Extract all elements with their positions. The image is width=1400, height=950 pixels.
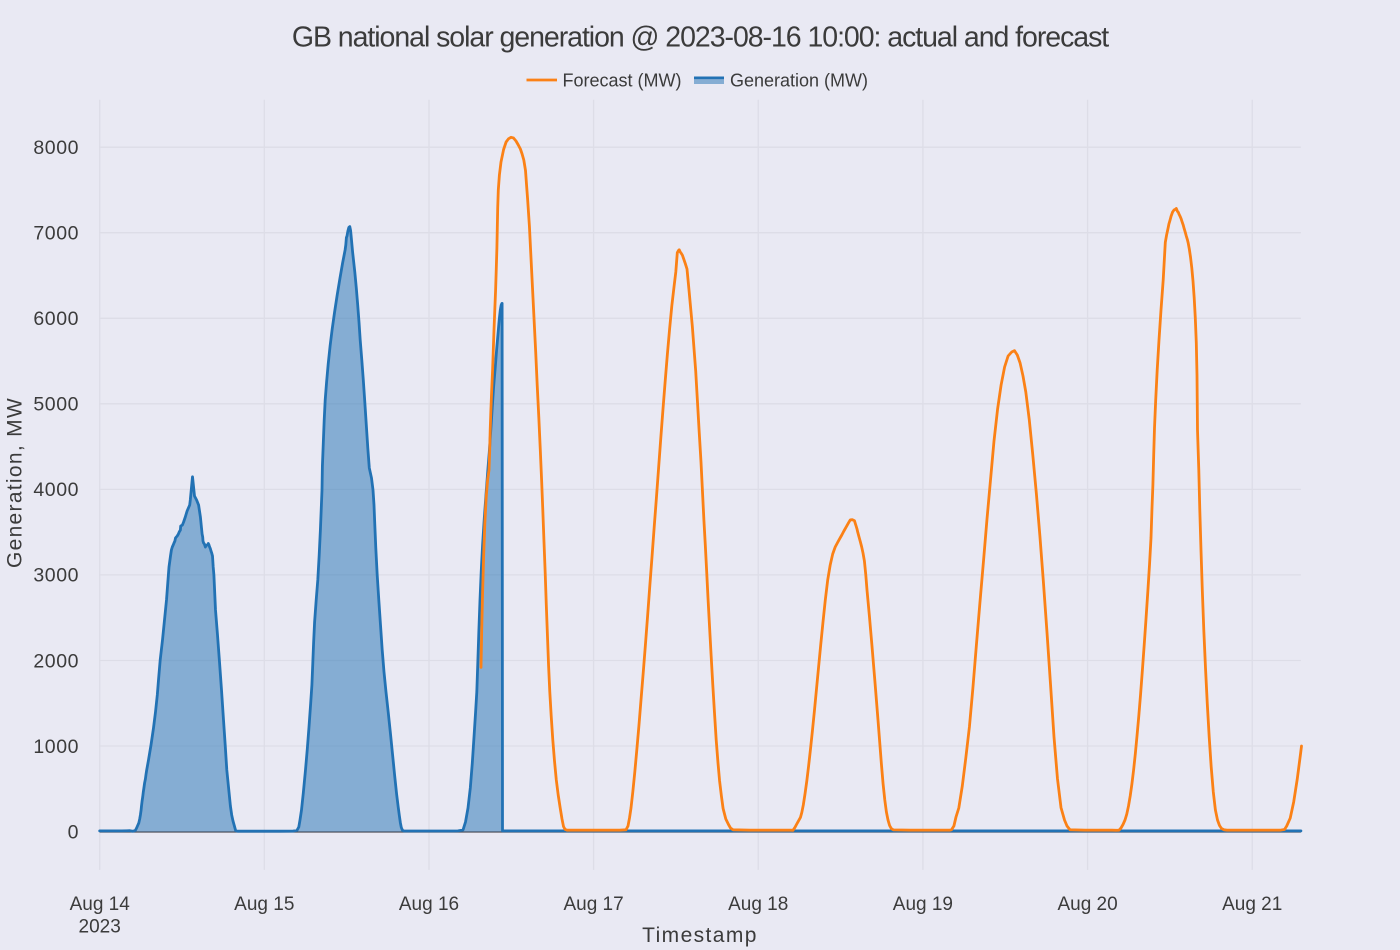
svg-text:GB national solar generation @: GB national solar generation @ 2023-08-1… (292, 22, 1109, 54)
svg-text:5000: 5000 (33, 394, 79, 416)
svg-text:8000: 8000 (33, 137, 79, 159)
svg-text:1000: 1000 (33, 736, 79, 758)
svg-text:7000: 7000 (33, 223, 79, 245)
svg-text:Aug 19: Aug 19 (893, 894, 953, 915)
svg-text:Timestamp: Timestamp (642, 924, 758, 947)
svg-text:6000: 6000 (33, 308, 79, 330)
svg-text:0: 0 (68, 821, 79, 843)
svg-text:Forecast (MW): Forecast (MW) (563, 71, 682, 91)
svg-text:Aug 15: Aug 15 (234, 894, 294, 915)
svg-text:Generation (MW): Generation (MW) (730, 71, 868, 91)
svg-text:Aug 16: Aug 16 (399, 894, 459, 915)
svg-text:Generation, MW: Generation, MW (4, 397, 27, 568)
svg-text:4000: 4000 (33, 479, 79, 501)
svg-text:2000: 2000 (33, 650, 79, 672)
svg-text:Aug 21: Aug 21 (1222, 894, 1282, 915)
svg-text:3000: 3000 (33, 565, 79, 587)
svg-text:Aug 18: Aug 18 (728, 894, 788, 915)
svg-text:Aug 14: Aug 14 (70, 894, 131, 915)
svg-text:Aug 20: Aug 20 (1057, 894, 1117, 915)
svg-text:Aug 17: Aug 17 (563, 894, 623, 915)
svg-text:2023: 2023 (79, 916, 121, 937)
